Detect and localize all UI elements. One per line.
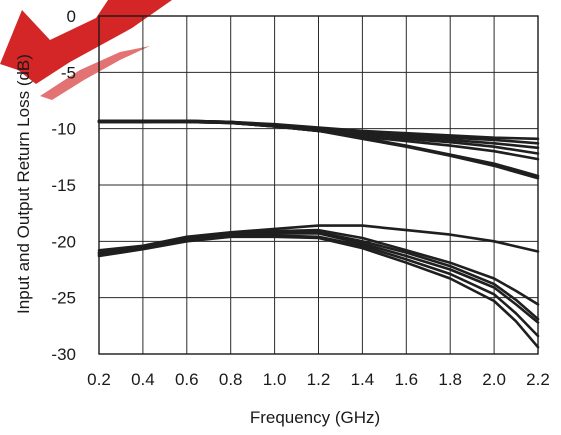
watermark-band	[0, 0, 172, 84]
x-tick-label: 0.2	[87, 370, 111, 389]
series-line-13	[97, 235, 540, 349]
x-tick-label: 2.2	[526, 370, 550, 389]
y-axis-label: Input and Output Return Loss (dB)	[14, 54, 33, 314]
x-tick-label: 0.4	[131, 370, 155, 389]
x-tick-label: 1.4	[351, 370, 375, 389]
data-series	[97, 119, 540, 349]
plot-grid	[98, 15, 539, 355]
y-tick-label: -30	[51, 345, 76, 364]
x-tick-label: 1.0	[263, 370, 287, 389]
watermark-stamp	[0, 0, 172, 100]
x-tick-label: 2.0	[482, 370, 506, 389]
y-tick-labels: 0 -5 -10 -15 -20 -25 -30	[51, 7, 76, 364]
x-tick-label: 1.8	[438, 370, 462, 389]
watermark-streak	[40, 46, 150, 100]
y-tick-label: -15	[51, 176, 76, 195]
x-tick-label: 1.6	[394, 370, 418, 389]
y-tick-label: -20	[51, 232, 76, 251]
plot-frame	[98, 15, 539, 355]
x-tick-label: 0.6	[175, 370, 199, 389]
y-tick-label: -25	[51, 289, 76, 308]
y-tick-label: -5	[61, 63, 76, 82]
x-tick-label: 0.8	[219, 370, 243, 389]
series-line-7	[97, 119, 540, 180]
x-tick-labels: 0.2 0.4 0.6 0.8 1.0 1.2 1.4 1.6 1.8 2.0 2.2	[87, 370, 550, 389]
y-tick-label: 0	[67, 7, 76, 26]
y-tick-label: -10	[51, 120, 76, 139]
x-axis-label: Frequency (GHz)	[250, 408, 380, 427]
x-tick-label: 1.2	[307, 370, 331, 389]
